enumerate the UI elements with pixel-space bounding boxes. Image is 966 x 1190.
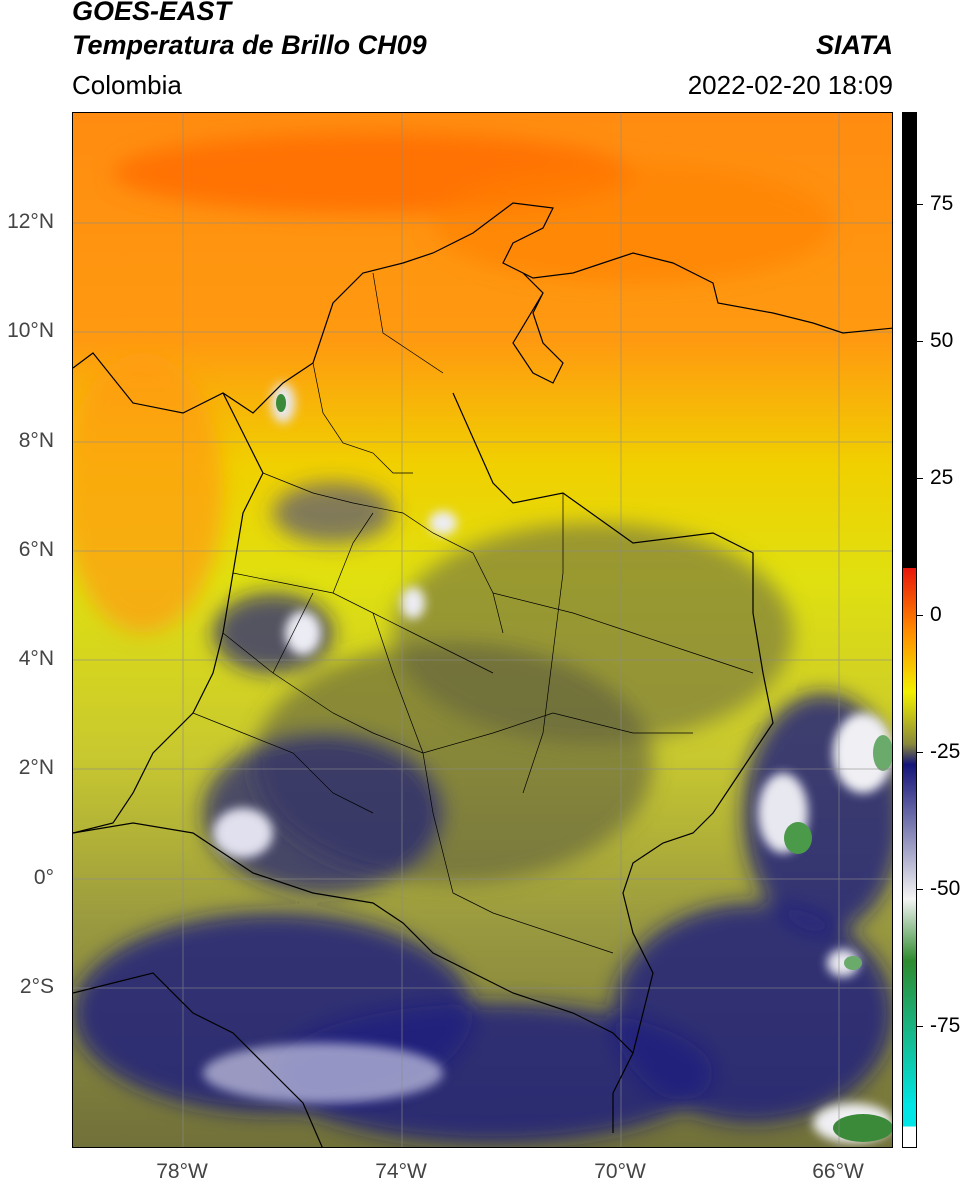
country-borders (73, 202, 892, 1147)
graticule (73, 113, 892, 1147)
lon-label-74W: 74°W (375, 1160, 427, 1183)
lat-label-8N: 8°N (18, 429, 54, 452)
colorbar-label-75: 75 (930, 192, 954, 215)
title-product: Temperatura de Brillo CH09 (72, 30, 427, 60)
lon-label-70W: 70°W (594, 1160, 646, 1183)
lat-label-4N: 4°N (18, 647, 54, 670)
colorbar-label-0: 0 (930, 603, 942, 626)
lon-label-78W: 78°W (156, 1160, 208, 1183)
title-satellite: GOES-EAST (72, 0, 232, 26)
department-borders (192, 272, 754, 954)
lat-label-2S: 2°S (19, 975, 54, 998)
lat-label-12N: 12°N (7, 210, 54, 233)
colorbar-tick-minus75 (917, 1026, 923, 1027)
lat-label-10N: 10°N (7, 319, 54, 342)
colorbar-tick-25 (917, 478, 923, 479)
lat-label-2N: 2°N (18, 756, 54, 779)
map-panel[interactable] (72, 112, 893, 1148)
colorbar-label-minus25: -25 (930, 740, 961, 763)
brightness-temperature-map (73, 113, 892, 1147)
lon-label-66W: 66°W (812, 1160, 864, 1183)
colorbar-label-50: 50 (930, 329, 954, 352)
datetime-label: 2022-02-20 18:09 (687, 70, 893, 100)
colorbar-tick-0 (917, 615, 923, 616)
organization-label: SIATA (816, 30, 893, 60)
colorbar-label-minus75: -75 (930, 1014, 961, 1037)
lat-label-0: 0° (33, 866, 54, 889)
colorbar-label-minus50: -50 (930, 877, 961, 900)
colorbar-label-25: 25 (930, 466, 954, 489)
cold-cloud-tops (203, 383, 892, 1143)
coldest-cores (276, 394, 892, 1142)
colorbar-tick-minus25 (917, 752, 923, 753)
colorbar-tick-minus50 (917, 889, 923, 890)
colorbar-tick-50 (917, 341, 923, 342)
lat-label-6N: 6°N (18, 538, 54, 561)
colorbar-tick-75 (917, 204, 923, 205)
region-label: Colombia (72, 70, 182, 100)
colorbar (902, 112, 917, 1148)
